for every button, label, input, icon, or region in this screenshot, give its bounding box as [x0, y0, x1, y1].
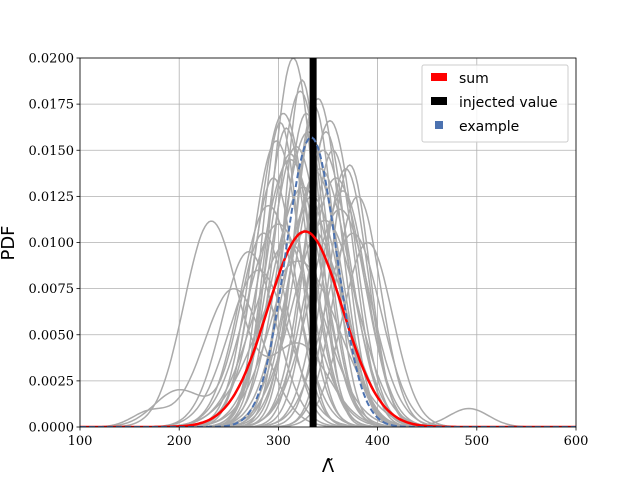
legend: sum injected value example: [421, 64, 569, 143]
legend-swatch-example: [435, 121, 443, 129]
legend-swatch-injected: [431, 97, 447, 105]
posterior-curve: [80, 153, 576, 427]
posterior-curve: [80, 195, 576, 427]
y-tick-label: 0.0175: [29, 98, 75, 113]
posterior-curve: [80, 241, 576, 427]
x-tick-label: 500: [464, 434, 489, 449]
legend-label-injected: injected value: [459, 95, 558, 111]
legend-swatch-sum: [431, 73, 447, 81]
posterior-curve: [80, 127, 576, 427]
y-tick-label: 0.0075: [29, 282, 75, 297]
posterior-curve: [80, 195, 576, 427]
posterior-curve: [80, 149, 576, 427]
posterior-curve: [80, 164, 576, 427]
ticks: 100 200 300 400 500 600 0.0000 0.0025 0.0050 0.00…: [29, 52, 589, 450]
posterior-curve: [80, 287, 576, 427]
posterior-curve: [80, 112, 576, 427]
posterior-curve: [80, 177, 576, 427]
posterior-curve: [80, 119, 576, 427]
y-tick-label: 0.0100: [29, 236, 75, 251]
injected-value-line: [309, 58, 317, 427]
y-tick-label: 0.0025: [29, 374, 75, 389]
posterior-curve: [80, 232, 576, 427]
y-tick-label: 0.0125: [29, 190, 75, 205]
posterior-curve: [80, 112, 576, 427]
y-axis-title: PDF: [0, 225, 19, 260]
x-tick-label: 200: [167, 434, 192, 449]
x-tick-label: 300: [266, 434, 291, 449]
posterior-curve: [80, 190, 576, 427]
posterior-curve: [80, 232, 576, 427]
posterior-curve: [80, 121, 576, 427]
x-tick-label: 100: [68, 434, 93, 449]
posterior-curve: [80, 97, 576, 427]
x-tick-label: 600: [564, 434, 589, 449]
legend-label-sum: sum: [459, 71, 489, 87]
posterior-curve: [80, 149, 576, 427]
legend-label-example: example: [459, 119, 519, 135]
x-tick-label: 400: [365, 434, 390, 449]
y-tick-label: 0.0000: [29, 421, 75, 436]
posterior-curve: [80, 78, 576, 427]
y-tick-label: 0.0150: [29, 144, 75, 159]
posterior-curve: [80, 219, 576, 427]
y-tick-label: 0.0050: [29, 328, 75, 343]
posterior-curve: [80, 58, 576, 427]
legend-box: [421, 64, 569, 143]
posterior-curve: [80, 186, 576, 427]
x-axis-title: Λ̃: [322, 456, 335, 477]
y-tick-label: 0.0200: [29, 52, 75, 67]
posterior-curve: [80, 140, 576, 427]
posterior-curve: [80, 90, 576, 427]
posterior-curve: [80, 226, 576, 427]
posterior-curve: [80, 130, 576, 427]
posterior-curve: [80, 105, 576, 427]
posterior-curve: [80, 167, 576, 427]
posterior-curve: [80, 208, 576, 427]
